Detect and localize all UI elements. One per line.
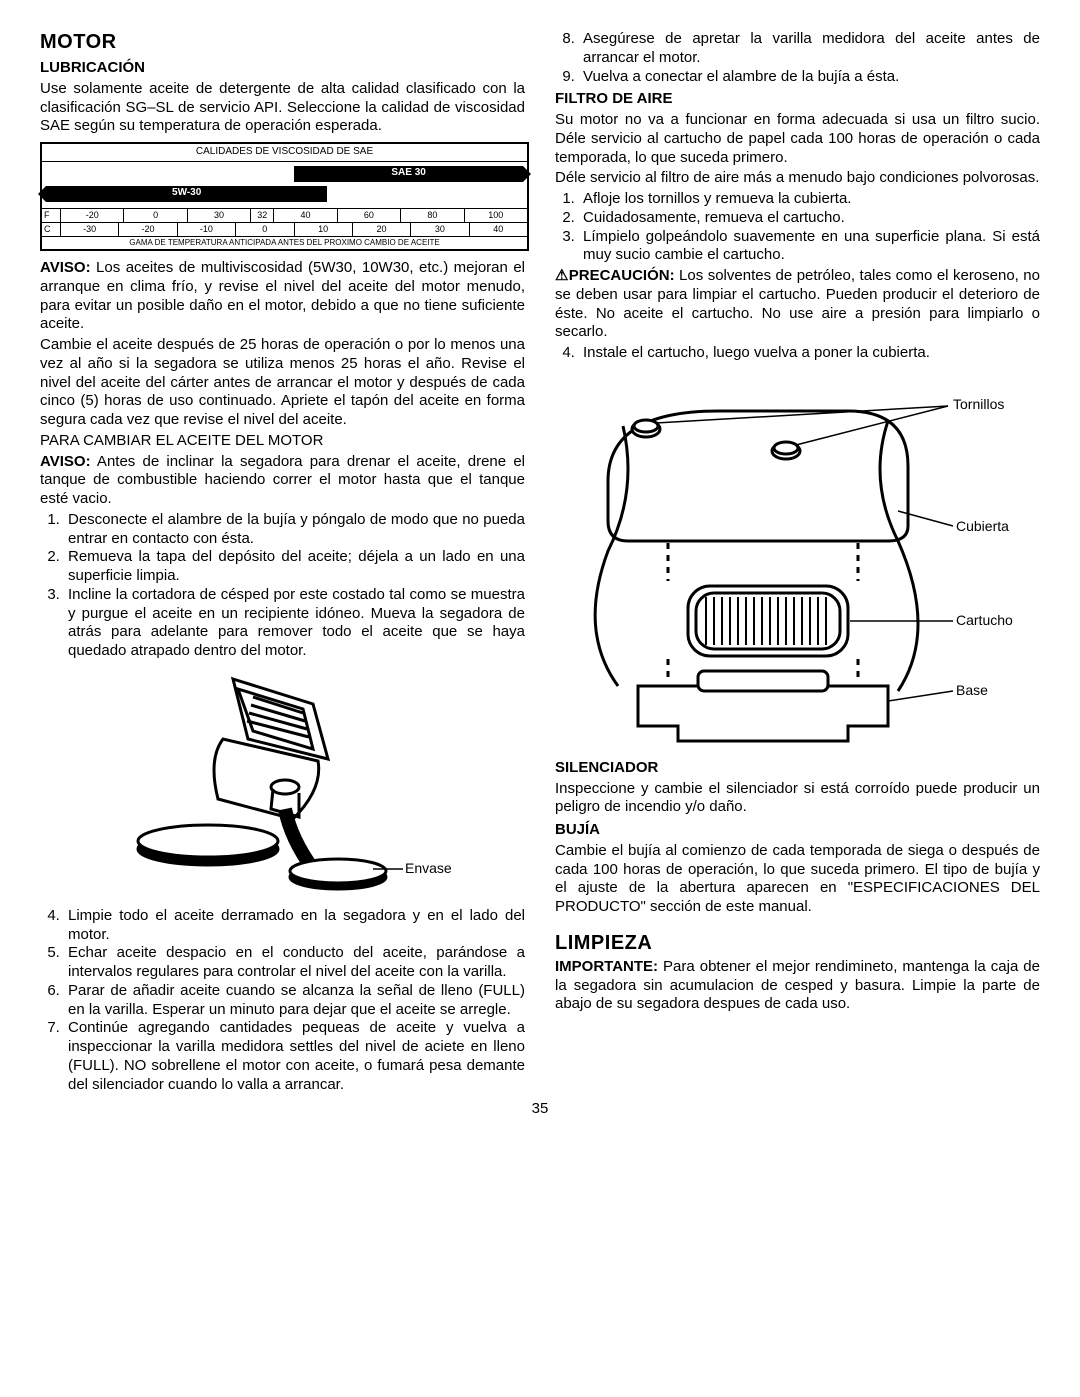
label-cartucho: Cartucho xyxy=(956,612,1013,628)
section-title-motor: MOTOR xyxy=(40,30,525,55)
para-aviso2: AVISO: Antes de inclinar la segadora par… xyxy=(40,453,525,509)
filtro-steps-a: Afloje los tornillos y remueva la cubier… xyxy=(555,190,1040,265)
oil-step-4: Limpie todo el aceite derramado en la se… xyxy=(64,907,525,945)
sae-viscosity-table: CALIDADES DE VISCOSIDAD DE SAE SAE 30 5W… xyxy=(40,142,529,251)
sae-table-title: CALIDADES DE VISCOSIDAD DE SAE xyxy=(42,144,527,162)
sae-bar-5w30: 5W-30 xyxy=(46,186,327,202)
oil-steps-1: Desconecte el alambre de la bujía y póng… xyxy=(40,511,525,661)
oil-step-5: Echar aceite despacio en el conducto del… xyxy=(64,944,525,982)
para-bujia: Cambie el bujía al comienzo de cada temp… xyxy=(555,842,1040,917)
oil-step-7: Continúe agregando cantidades pequeas de… xyxy=(64,1019,525,1094)
para-limpieza: IMPORTANTE: Para obtener el mejor rendim… xyxy=(555,958,1040,1014)
label-tornillos: Tornillos xyxy=(953,396,1004,412)
filtro-step-3: Límpielo golpeándolo suavemente en una s… xyxy=(579,228,1040,266)
page-number: 35 xyxy=(40,1100,1040,1119)
sae-bars: SAE 30 5W-30 xyxy=(42,162,527,209)
heading-silenciador: SILENCIADOR xyxy=(555,759,1040,778)
filtro-step-1: Afloje los tornillos y remueva la cubier… xyxy=(579,190,1040,209)
sae-c-label: C xyxy=(42,223,61,236)
label-precaucion: PRECAUCIÓN: xyxy=(569,267,675,284)
figure-oil-drain: Envase xyxy=(40,669,525,899)
sae-f-label: F xyxy=(42,209,61,222)
right-column: Asegúrese de apretar la varilla medidora… xyxy=(555,30,1040,1096)
warning-icon: ⚠ xyxy=(555,267,569,284)
subhead-cambiar-aceite: PARA CAMBIAR EL ACEITE DEL MOTOR xyxy=(40,432,525,451)
oil-step-6: Parar de añadir aceite cuando se alcanza… xyxy=(64,982,525,1020)
sae-scale-c: C -30 -20 -10 0 10 20 30 40 xyxy=(42,222,527,236)
sae-bar-30: SAE 30 xyxy=(294,166,523,182)
para-aviso1: AVISO: AVISO: Los aceites de multiviscos… xyxy=(40,259,525,334)
figure-air-filter: Tornillos Cubierta Cartucho Base xyxy=(555,371,1040,751)
sae-scale-f: F -20 0 30 32 40 60 80 100 xyxy=(42,209,527,222)
oil-step-8: Asegúrese de apretar la varilla medidora… xyxy=(579,30,1040,68)
para-lub-intro: Use solamente aceite de detergente de al… xyxy=(40,80,525,136)
label-base: Base xyxy=(956,682,988,698)
air-filter-illustration: Tornillos Cubierta Cartucho Base xyxy=(568,371,1028,751)
heading-filtro: FILTRO DE AIRE xyxy=(555,90,1040,109)
oil-steps-2: Limpie todo el aceite derramado en la se… xyxy=(40,907,525,1095)
para-change-interval: Cambie el aceite después de 25 horas de … xyxy=(40,336,525,430)
para-filtro-1: Su motor no va a funcionar en forma adec… xyxy=(555,111,1040,167)
filtro-steps-b: Instale el cartucho, luego vuelva a pone… xyxy=(555,344,1040,363)
label-cubierta: Cubierta xyxy=(956,518,1009,534)
para-precaucion: ⚠PRECAUCIÓN: Los solventes de petróleo, … xyxy=(555,267,1040,342)
left-column: MOTOR LUBRICACIÓN Use solamente aceite d… xyxy=(40,30,525,1096)
para-filtro-2: Déle servicio al filtro de aire más a me… xyxy=(555,169,1040,188)
oil-step-2: Remueva la tapa del depósito del aceite;… xyxy=(64,548,525,586)
label-envase: Envase xyxy=(405,860,452,876)
oil-step-1: Desconecte el alambre de la bujía y póng… xyxy=(64,511,525,549)
sae-table-footer: GAMA DE TEMPERATURA ANTICIPADA ANTES DEL… xyxy=(42,236,527,249)
label-importante: IMPORTANTE: xyxy=(555,958,658,975)
page-columns: MOTOR LUBRICACIÓN Use solamente aceite d… xyxy=(40,30,1040,1096)
filtro-step-4: Instale el cartucho, luego vuelva a pone… xyxy=(579,344,1040,363)
heading-lubricacion: LUBRICACIÓN xyxy=(40,59,525,78)
heading-bujia: BUJÍA xyxy=(555,821,1040,840)
para-silenciador: Inspeccione y cambie el silenciador si e… xyxy=(555,780,1040,818)
oil-steps-3: Asegúrese de apretar la varilla medidora… xyxy=(555,30,1040,86)
filtro-step-2: Cuidadosamente, remueva el cartucho. xyxy=(579,209,1040,228)
section-title-limpieza: LIMPIEZA xyxy=(555,931,1040,956)
oil-drain-illustration: Envase xyxy=(113,669,453,899)
oil-step-3: Incline la cortadora de césped por este … xyxy=(64,586,525,661)
oil-step-9: Vuelva a conectar el alambre de la bujía… xyxy=(579,68,1040,87)
